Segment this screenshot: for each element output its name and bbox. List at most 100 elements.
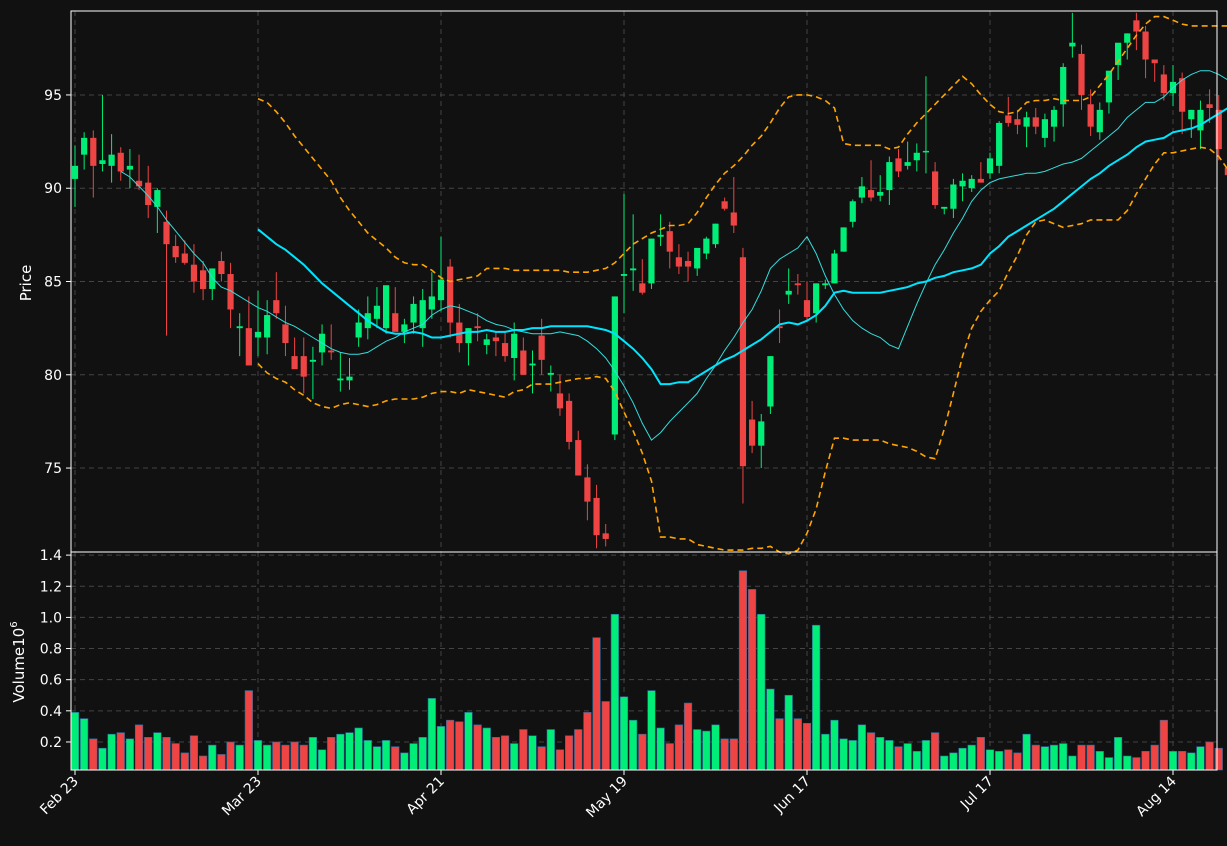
volume-bar <box>299 744 308 771</box>
volume-bar <box>949 752 958 771</box>
volume-bar <box>281 744 290 771</box>
candle-body <box>108 154 115 166</box>
volume-bar <box>1187 752 1196 771</box>
candle-body <box>254 331 262 338</box>
candle-body <box>71 165 79 179</box>
candle-body <box>904 162 911 166</box>
candle-body <box>566 400 573 442</box>
candle-body <box>501 343 509 357</box>
candle-body <box>437 279 445 301</box>
volume-bar <box>766 688 775 771</box>
volume-bar <box>1059 743 1068 771</box>
volume-bar <box>784 694 793 771</box>
candle-body <box>648 238 655 284</box>
candle-body <box>575 440 582 476</box>
volume-bar <box>345 732 354 771</box>
volume-bar <box>912 751 921 771</box>
candle-body <box>767 356 774 407</box>
candle-body <box>419 300 426 329</box>
volume-bar <box>1205 741 1214 771</box>
candle-body <box>236 326 243 329</box>
volume-bar <box>903 743 912 771</box>
candle-body <box>99 160 106 164</box>
candle-body <box>428 296 435 310</box>
candle-body <box>337 378 344 381</box>
volume-bar <box>757 613 766 771</box>
candle-body <box>474 326 481 329</box>
volume-bar <box>171 743 180 771</box>
candle-body <box>684 260 692 267</box>
volume-bar <box>354 727 363 771</box>
candle-body <box>675 257 682 267</box>
volume-bar <box>601 701 610 771</box>
volume-axis-label-text: Volume <box>10 647 28 703</box>
volume-bar <box>308 736 318 771</box>
candle-body <box>154 190 161 207</box>
volume-bar <box>372 746 382 771</box>
candle-body <box>1069 42 1076 47</box>
candle-body <box>483 339 490 345</box>
candle-body <box>1087 104 1094 127</box>
volume-bar <box>482 727 491 771</box>
candle-body <box>1005 115 1012 123</box>
volume-bar <box>327 736 336 771</box>
candle-body <box>1032 117 1039 127</box>
volume-bar <box>1022 733 1031 771</box>
volume-bar <box>1004 749 1013 771</box>
volume-bar <box>555 749 565 771</box>
candle-body <box>245 328 252 366</box>
volume-bar <box>1068 755 1077 771</box>
volume-bar <box>510 743 519 771</box>
candle-body <box>273 300 280 314</box>
candle-body <box>401 324 408 332</box>
candle-body <box>584 477 591 502</box>
candle-body <box>126 165 133 170</box>
candle-body <box>1188 109 1195 120</box>
candle-body <box>749 419 756 446</box>
volume-bar <box>217 754 226 771</box>
volume-bar <box>290 741 299 771</box>
volume-bar <box>400 752 409 771</box>
candle-body <box>145 182 152 206</box>
candle-body <box>1096 109 1103 133</box>
volume-bar <box>683 702 693 771</box>
volume-bar <box>729 738 738 771</box>
candle-body <box>1160 74 1167 94</box>
candle-body <box>877 191 884 196</box>
candle-body <box>227 274 234 310</box>
candle-body <box>264 315 271 338</box>
volume-bar <box>665 743 674 771</box>
candle-body <box>355 322 362 338</box>
candle-body <box>712 223 719 245</box>
candle-body <box>1215 109 1222 150</box>
candle-body <box>282 324 289 344</box>
volume-bar <box>976 736 985 771</box>
volume-bar <box>107 733 116 771</box>
candle-body <box>172 246 179 258</box>
candle-body <box>630 268 637 271</box>
volume-bar <box>446 719 455 771</box>
candle-body <box>922 150 930 153</box>
volume-bar <box>116 732 125 771</box>
volume-bar <box>638 733 647 771</box>
candle-body <box>657 234 664 237</box>
candle-body <box>593 497 600 536</box>
candle-body <box>986 158 994 174</box>
volume-bar <box>674 724 683 771</box>
volume-bar <box>592 637 601 771</box>
volume-bar <box>253 740 263 771</box>
volume-bar <box>1086 744 1095 771</box>
volume-bars <box>70 570 1223 771</box>
candle-body <box>932 171 939 206</box>
candle-body <box>813 283 820 314</box>
volume-bar <box>235 744 244 771</box>
volume-bar <box>1077 744 1086 771</box>
candle-body <box>840 227 847 252</box>
candle-body <box>620 274 628 276</box>
candle-body <box>309 359 316 362</box>
candle-body <box>794 283 801 286</box>
candle-body <box>383 285 390 329</box>
price-axis-label: Price <box>17 265 35 302</box>
volume-bar <box>363 740 372 771</box>
volume-bar <box>162 736 171 771</box>
